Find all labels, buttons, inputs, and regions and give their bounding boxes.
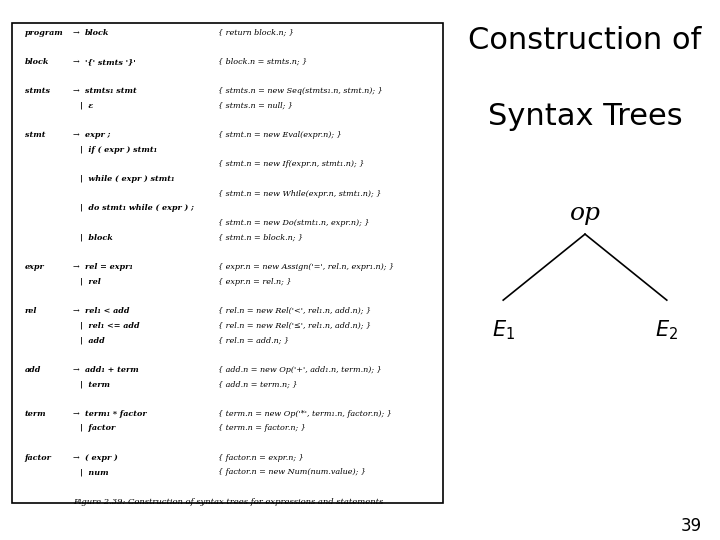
Text: |  factor: | factor bbox=[80, 424, 115, 432]
Text: term: term bbox=[25, 410, 47, 417]
Text: add: add bbox=[25, 366, 41, 374]
Text: rel₁ < add: rel₁ < add bbox=[85, 307, 129, 315]
Text: program: program bbox=[25, 29, 63, 37]
Text: |  ε: | ε bbox=[80, 102, 94, 110]
Text: |  rel: | rel bbox=[80, 278, 101, 286]
Text: op: op bbox=[570, 202, 600, 225]
Text: stmts₁ stmt: stmts₁ stmt bbox=[85, 87, 137, 95]
Text: rel: rel bbox=[25, 307, 37, 315]
Text: term₁ * factor: term₁ * factor bbox=[85, 410, 146, 417]
Text: expr: expr bbox=[25, 263, 45, 271]
Text: { stmt.n = new While(expr.n, stmt₁.n); }: { stmt.n = new While(expr.n, stmt₁.n); } bbox=[217, 190, 381, 198]
Text: { rel.n = add.n; }: { rel.n = add.n; } bbox=[217, 336, 289, 345]
Text: block: block bbox=[25, 58, 49, 66]
Text: →: → bbox=[73, 29, 79, 37]
Text: |  block: | block bbox=[80, 234, 113, 242]
Text: { add.n = new Op('+', add₁.n, term.n); }: { add.n = new Op('+', add₁.n, term.n); } bbox=[217, 366, 382, 374]
Text: block: block bbox=[85, 29, 109, 37]
Text: |  num: | num bbox=[80, 468, 109, 476]
Text: { rel.n = new Rel('≤', rel₁.n, add.n); }: { rel.n = new Rel('≤', rel₁.n, add.n); } bbox=[217, 322, 371, 329]
Text: { stmt.n = new Eval(expr.n); }: { stmt.n = new Eval(expr.n); } bbox=[217, 131, 341, 139]
Text: →: → bbox=[73, 366, 79, 374]
Text: { term.n = factor.n; }: { term.n = factor.n; } bbox=[217, 424, 305, 432]
Text: { return block.n; }: { return block.n; } bbox=[217, 29, 294, 37]
Text: stmt: stmt bbox=[25, 131, 45, 139]
Text: |  if ( expr ) stmt₁: | if ( expr ) stmt₁ bbox=[80, 146, 158, 154]
Text: { block.n = stmts.n; }: { block.n = stmts.n; } bbox=[217, 58, 307, 66]
Text: |  while ( expr ) stmt₁: | while ( expr ) stmt₁ bbox=[80, 175, 175, 183]
Text: →: → bbox=[73, 58, 79, 66]
Text: |  rel₁ <= add: | rel₁ <= add bbox=[80, 322, 140, 329]
Text: ( expr ): ( expr ) bbox=[85, 454, 117, 462]
Text: →: → bbox=[73, 410, 79, 417]
Text: |  add: | add bbox=[80, 336, 105, 345]
Text: { factor.n = expr.n; }: { factor.n = expr.n; } bbox=[217, 454, 303, 462]
Text: { stmt.n = new Do(stmt₁.n, expr.n); }: { stmt.n = new Do(stmt₁.n, expr.n); } bbox=[217, 219, 369, 227]
Text: →: → bbox=[73, 131, 79, 139]
Text: { factor.n = new Num(num.value); }: { factor.n = new Num(num.value); } bbox=[217, 468, 366, 476]
Text: { add.n = term.n; }: { add.n = term.n; } bbox=[217, 380, 297, 388]
Text: →: → bbox=[73, 307, 79, 315]
Text: factor: factor bbox=[25, 454, 52, 462]
Text: { stmts.n = new Seq(stmts₁.n, stmt.n); }: { stmts.n = new Seq(stmts₁.n, stmt.n); } bbox=[217, 87, 382, 95]
Text: stmts: stmts bbox=[25, 87, 50, 95]
Text: { stmt.n = block.n; }: { stmt.n = block.n; } bbox=[217, 234, 302, 242]
Text: rel = expr₁: rel = expr₁ bbox=[85, 263, 132, 271]
Text: $E_1$: $E_1$ bbox=[492, 319, 515, 342]
Text: Construction of: Construction of bbox=[469, 26, 701, 55]
Text: expr ;: expr ; bbox=[85, 131, 110, 139]
Text: '{' stmts '}': '{' stmts '}' bbox=[85, 58, 135, 66]
Text: →: → bbox=[73, 454, 79, 462]
Text: { expr.n = new Assign('=', rel.n, expr₁.n); }: { expr.n = new Assign('=', rel.n, expr₁.… bbox=[217, 263, 394, 271]
Text: 39: 39 bbox=[681, 517, 702, 535]
Text: $E_2$: $E_2$ bbox=[655, 319, 678, 342]
Text: Syntax Trees: Syntax Trees bbox=[487, 102, 683, 131]
Text: { stmts.n = null; }: { stmts.n = null; } bbox=[217, 102, 292, 110]
Text: { term.n = new Op('*', term₁.n, factor.n); }: { term.n = new Op('*', term₁.n, factor.n… bbox=[217, 410, 392, 417]
Text: { rel.n = new Rel('<', rel₁.n, add.n); }: { rel.n = new Rel('<', rel₁.n, add.n); } bbox=[217, 307, 371, 315]
Text: →: → bbox=[73, 263, 79, 271]
Text: Figure 2.39: Construction of syntax trees for expressions and statements: Figure 2.39: Construction of syntax tree… bbox=[73, 498, 384, 505]
Text: add₁ + term: add₁ + term bbox=[85, 366, 138, 374]
Text: |  do stmt₁ while ( expr ) ;: | do stmt₁ while ( expr ) ; bbox=[80, 205, 194, 212]
Text: { expr.n = rel.n; }: { expr.n = rel.n; } bbox=[217, 278, 291, 286]
Text: { stmt.n = new If(expr.n, stmt₁.n); }: { stmt.n = new If(expr.n, stmt₁.n); } bbox=[217, 160, 364, 168]
Text: |  term: | term bbox=[80, 380, 110, 388]
Text: →: → bbox=[73, 87, 79, 95]
